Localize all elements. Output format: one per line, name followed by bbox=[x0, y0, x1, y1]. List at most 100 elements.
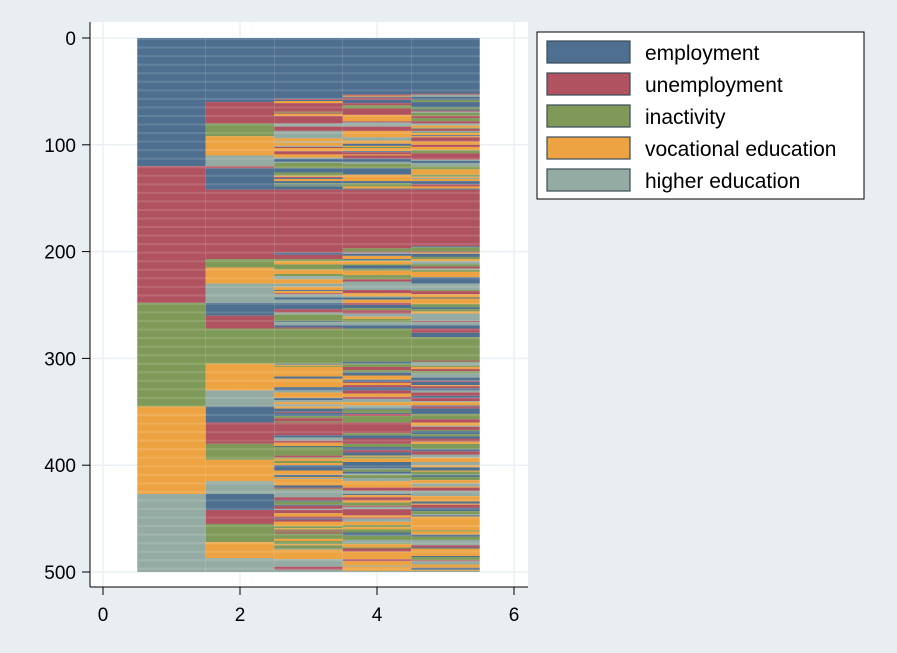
sequence-cell bbox=[411, 130, 480, 132]
legend-label: inactivity bbox=[645, 106, 726, 129]
sequence-cell bbox=[205, 494, 275, 511]
sequence-cell bbox=[411, 390, 480, 393]
stripe bbox=[137, 302, 480, 305]
stripe bbox=[137, 542, 480, 545]
sequence-cell bbox=[342, 143, 412, 146]
sequence-cell bbox=[411, 261, 480, 265]
sequence-cell bbox=[205, 328, 275, 364]
sequence-cell bbox=[411, 297, 480, 299]
sequence-cell bbox=[274, 286, 343, 291]
sequence-cell bbox=[205, 510, 275, 524]
sequence-cell bbox=[274, 528, 343, 530]
sequence-cell bbox=[274, 183, 343, 185]
sequence-cell bbox=[342, 99, 412, 104]
y-tick-label: 500 bbox=[44, 563, 76, 584]
sequence-cell bbox=[205, 390, 275, 407]
sequence-cell bbox=[411, 454, 480, 458]
sequence-cell bbox=[411, 366, 480, 370]
sequence-cell bbox=[274, 530, 343, 532]
sequence-cell bbox=[411, 309, 480, 312]
sequence-cell bbox=[274, 327, 343, 329]
sequence-cell bbox=[274, 189, 343, 253]
sequence-cell bbox=[411, 392, 480, 396]
stripe bbox=[137, 362, 480, 365]
sequence-cell bbox=[205, 136, 275, 156]
sequence-cell bbox=[342, 264, 412, 266]
sequence-cell bbox=[342, 261, 412, 265]
sequence-cell bbox=[274, 274, 343, 277]
axes bbox=[89, 22, 528, 588]
sequence-cell bbox=[274, 291, 343, 294]
sequence-cell bbox=[411, 96, 480, 100]
sequence-cell bbox=[274, 488, 343, 490]
sequence-cell bbox=[342, 508, 412, 516]
sequence-cell bbox=[342, 186, 412, 189]
sequence-cell bbox=[342, 370, 412, 373]
sequence-cell bbox=[411, 434, 480, 437]
stripe bbox=[137, 465, 480, 468]
sequence-cell bbox=[342, 468, 412, 470]
sequence-cell bbox=[411, 135, 480, 137]
sequence-cell bbox=[274, 458, 343, 461]
sequence-cell bbox=[274, 185, 343, 187]
sequence-cell bbox=[411, 545, 480, 548]
stripe bbox=[137, 490, 480, 493]
x-tick-label: 6 bbox=[509, 605, 520, 626]
sequence-cell bbox=[342, 164, 412, 169]
sequence-cell bbox=[342, 433, 412, 436]
sequence-cell bbox=[342, 487, 412, 491]
sequence-cell bbox=[411, 313, 480, 322]
sequence-cell bbox=[342, 361, 412, 364]
stripe bbox=[137, 516, 480, 519]
sequence-cell bbox=[274, 376, 343, 379]
sequence-cell bbox=[342, 521, 412, 526]
sequence-cell bbox=[411, 557, 480, 561]
sequence-cell bbox=[411, 150, 480, 154]
sequence-cell bbox=[342, 478, 412, 482]
sequence-cell bbox=[274, 513, 343, 517]
sequence-cell bbox=[411, 408, 480, 414]
sequence-cell bbox=[274, 518, 343, 520]
sequence-cell bbox=[274, 505, 343, 509]
sequence-cell bbox=[274, 544, 343, 546]
sequence-cell bbox=[342, 130, 412, 138]
sequence-cell bbox=[342, 547, 412, 549]
sequence-cell bbox=[411, 569, 480, 571]
sequence-cell bbox=[274, 115, 343, 124]
sequence-cell bbox=[137, 38, 206, 167]
sequence-cell bbox=[274, 181, 343, 184]
sequence-cell bbox=[342, 570, 412, 572]
sequence-cell bbox=[274, 566, 343, 570]
sequence-cell bbox=[205, 123, 275, 137]
stripe bbox=[137, 89, 480, 92]
stripe bbox=[137, 183, 480, 186]
sequence-cell bbox=[411, 539, 480, 546]
sequence-cell bbox=[342, 495, 412, 498]
sequence-cell bbox=[342, 529, 412, 533]
sequence-cell bbox=[411, 405, 480, 407]
sequence-cell bbox=[274, 279, 343, 284]
sequence-cell bbox=[411, 136, 480, 138]
sequence-cell bbox=[342, 539, 412, 544]
sequence-cell bbox=[411, 121, 480, 124]
sequence-cell bbox=[274, 445, 343, 448]
sequence-cell bbox=[274, 328, 343, 364]
stripe bbox=[137, 499, 480, 502]
stripe bbox=[137, 200, 480, 203]
sequence-cell bbox=[342, 561, 412, 566]
sequence-cell bbox=[342, 396, 412, 399]
sequence-cell bbox=[274, 294, 343, 298]
stripe bbox=[137, 260, 480, 263]
sequence-cell bbox=[342, 279, 412, 282]
sequence-cell bbox=[411, 169, 480, 175]
sequence-cell bbox=[274, 130, 343, 139]
sequence-cell bbox=[342, 305, 412, 309]
sequence-cell bbox=[274, 497, 343, 501]
stripe bbox=[137, 525, 480, 528]
sequence-cell bbox=[411, 480, 480, 484]
sequence-cell bbox=[342, 515, 412, 518]
stripe bbox=[137, 431, 480, 434]
sequence-cell bbox=[274, 112, 343, 114]
sequence-cell bbox=[342, 122, 412, 127]
sequence-cell bbox=[411, 166, 480, 170]
